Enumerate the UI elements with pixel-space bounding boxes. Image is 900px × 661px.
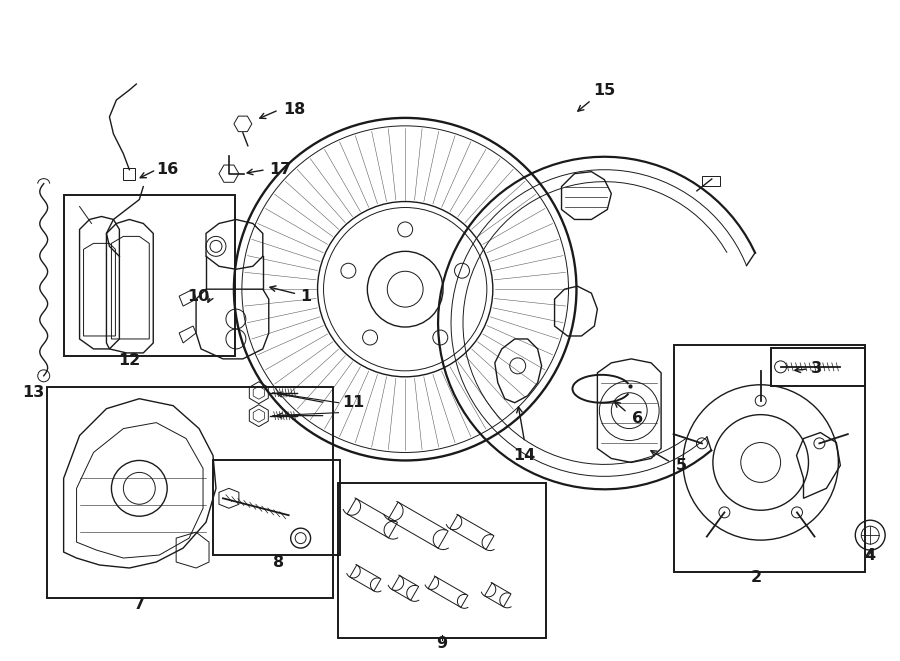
Text: 6: 6 bbox=[632, 411, 643, 426]
Text: 17: 17 bbox=[269, 162, 291, 177]
Text: 12: 12 bbox=[118, 354, 140, 368]
Text: 13: 13 bbox=[22, 385, 45, 401]
Text: 3: 3 bbox=[811, 362, 822, 376]
Bar bbox=[770, 348, 865, 386]
Text: 15: 15 bbox=[593, 83, 616, 98]
Text: 4: 4 bbox=[865, 547, 876, 563]
Bar bbox=[702, 176, 720, 186]
Text: 14: 14 bbox=[514, 448, 536, 463]
Bar bbox=[213, 461, 340, 555]
Bar bbox=[64, 194, 235, 356]
Bar bbox=[338, 483, 545, 638]
Bar bbox=[674, 345, 865, 572]
Text: 10: 10 bbox=[187, 289, 209, 303]
Bar bbox=[47, 387, 334, 598]
Text: 16: 16 bbox=[157, 162, 178, 177]
Text: 18: 18 bbox=[283, 102, 305, 118]
Text: 5: 5 bbox=[676, 458, 687, 473]
Text: 7: 7 bbox=[134, 598, 145, 612]
Text: 9: 9 bbox=[436, 636, 447, 651]
Text: 11: 11 bbox=[343, 395, 364, 410]
Text: 8: 8 bbox=[274, 555, 284, 570]
Text: 1: 1 bbox=[270, 286, 311, 303]
Text: 2: 2 bbox=[752, 570, 762, 586]
